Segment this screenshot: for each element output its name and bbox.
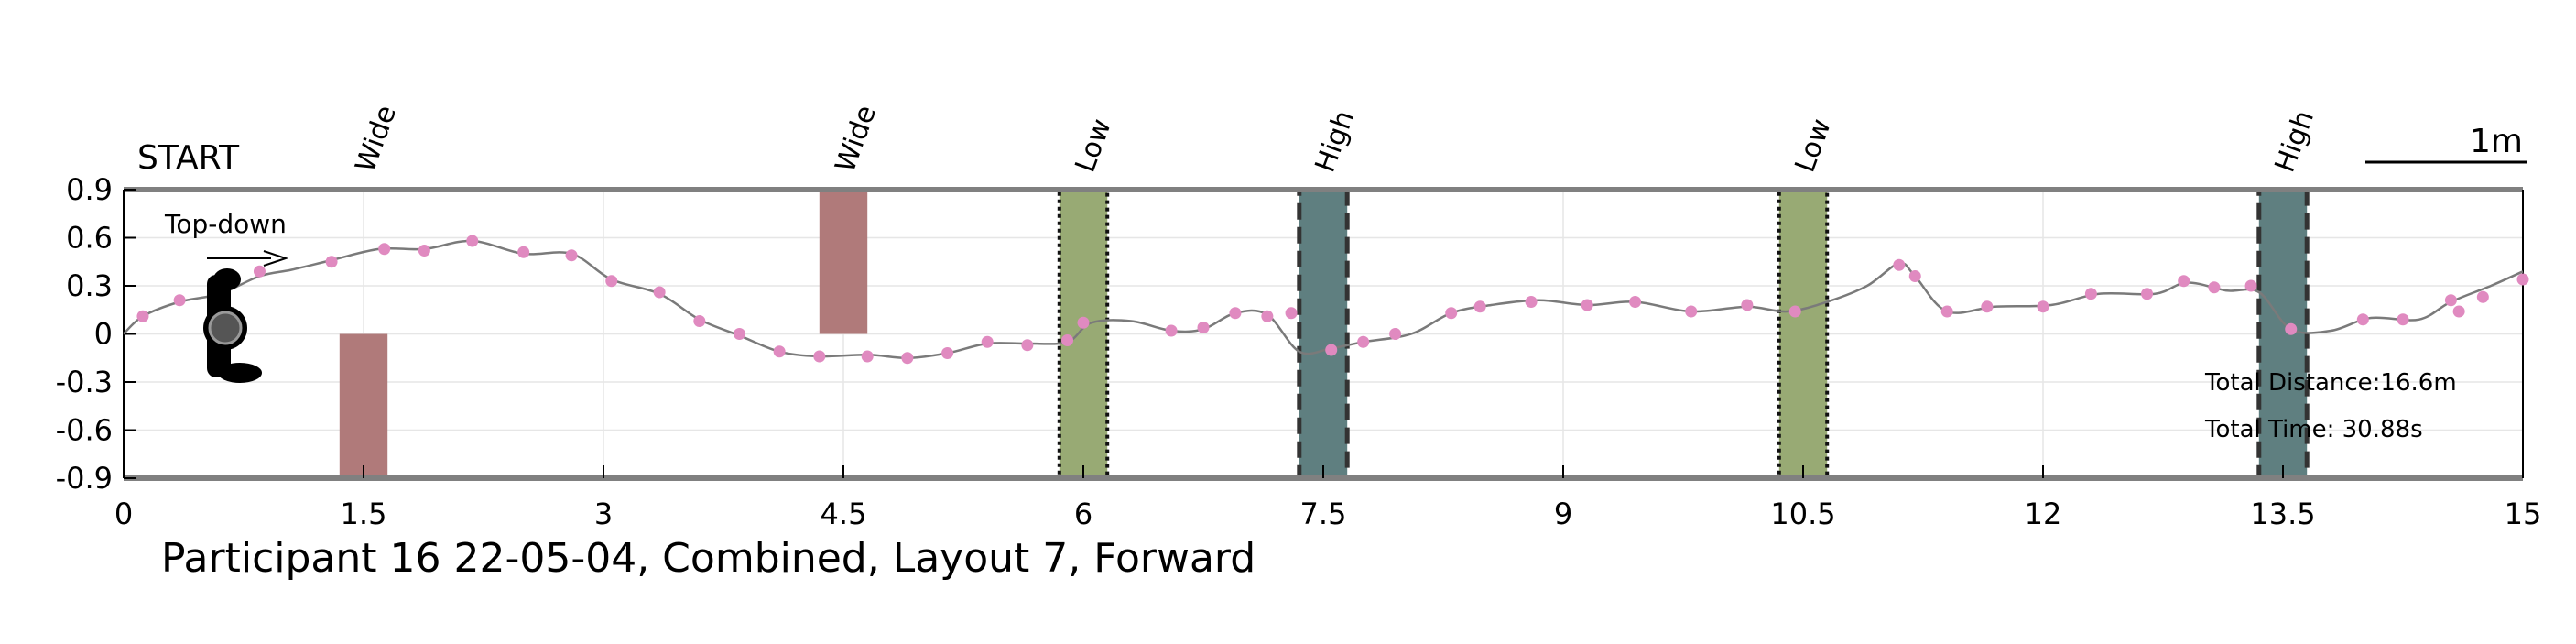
trajectory-marker bbox=[1357, 335, 1370, 348]
trajectory-marker bbox=[2244, 279, 2257, 292]
trajectory-marker bbox=[517, 246, 530, 258]
trajectory-marker bbox=[1685, 305, 1698, 318]
trajectory-marker bbox=[1021, 339, 1034, 352]
trajectory-marker bbox=[773, 345, 786, 358]
trajectory-marker bbox=[693, 315, 706, 327]
trajectory-marker bbox=[2356, 313, 2369, 326]
trajectory-marker bbox=[2516, 273, 2529, 286]
trajectory-marker bbox=[1473, 300, 1486, 313]
x-tick-label: 0 bbox=[114, 497, 133, 531]
trajectory-marker bbox=[1629, 296, 1642, 308]
trajectory-marker bbox=[1077, 316, 1090, 329]
trajectory-marker bbox=[253, 265, 266, 278]
x-tick-label: 10.5 bbox=[1770, 497, 1835, 531]
trajectory-marker bbox=[1325, 344, 1338, 356]
trajectory-marker bbox=[1893, 258, 1906, 271]
x-tick-label: 6 bbox=[1074, 497, 1092, 531]
trajectory-data bbox=[123, 235, 2529, 365]
x-tick-label: 4.5 bbox=[821, 497, 867, 531]
obstacle-label: Low bbox=[1070, 115, 1118, 176]
trajectory-marker bbox=[173, 294, 186, 307]
obstacle-label: High bbox=[1310, 106, 1361, 177]
trajectory-marker bbox=[1285, 307, 1298, 320]
trajectory-marker bbox=[2476, 290, 2489, 303]
walker-icon bbox=[203, 268, 262, 383]
trajectory-marker bbox=[1741, 299, 1754, 311]
trajectory-marker bbox=[2037, 300, 2049, 313]
trajectory-marker bbox=[565, 249, 578, 262]
obstacle-low-4 bbox=[1777, 188, 1830, 480]
trajectory-marker bbox=[2397, 313, 2409, 326]
trajectory-marker bbox=[2285, 322, 2298, 335]
obstacle-label: High bbox=[2269, 106, 2321, 177]
trajectory-marker bbox=[2452, 305, 2465, 318]
obstacle-low-2 bbox=[1057, 188, 1110, 480]
trajectory-marker bbox=[733, 328, 745, 340]
trajectory-marker bbox=[2141, 288, 2154, 300]
x-tick-label: 12 bbox=[2025, 497, 2062, 531]
trajectory-marker bbox=[861, 350, 874, 363]
total-distance-annotation: Total Distance:16.6m bbox=[2204, 369, 2457, 397]
trajectory-marker bbox=[813, 350, 826, 363]
scale-label: 1m bbox=[2470, 123, 2523, 160]
trajectory-marker bbox=[136, 310, 149, 322]
obstacle-label: Wide bbox=[830, 101, 883, 176]
trajectory-marker bbox=[466, 235, 479, 247]
view-label: Top-down bbox=[164, 209, 287, 239]
trajectory-marker bbox=[378, 243, 391, 256]
obstacle-label: Wide bbox=[350, 101, 403, 176]
trajectory-marker bbox=[418, 245, 430, 257]
obstacle-wide-1 bbox=[819, 190, 868, 334]
obstacles: Wide Wide Low High Low High bbox=[339, 101, 2321, 481]
trajectory-marker bbox=[1908, 270, 1921, 282]
trajectory-marker bbox=[1788, 305, 1801, 318]
x-tick-label: 3 bbox=[594, 497, 613, 531]
trajectory-marker bbox=[1229, 307, 1242, 320]
x-tick-label: 7.5 bbox=[1300, 497, 1347, 531]
trajectory-marker bbox=[1581, 299, 1593, 311]
trajectory-marker bbox=[2178, 275, 2190, 288]
trajectory-marker bbox=[1061, 334, 1074, 346]
trajectory-marker bbox=[1389, 328, 1402, 340]
x-tick-label: 13.5 bbox=[2250, 497, 2315, 531]
y-tick-label: -0.6 bbox=[56, 413, 113, 448]
trajectory-marker bbox=[1525, 296, 1538, 308]
y-tick-label: 0.9 bbox=[66, 172, 113, 207]
tick-labels: 0 1.5 3 4.5 6 7.5 9 10.5 12 13.5 15 0.9 0.6 0.3 0 -0.3 -… bbox=[56, 172, 2542, 531]
y-tick-label: 0.6 bbox=[66, 221, 113, 256]
trajectory-marker bbox=[2084, 288, 2097, 300]
trajectory-marker bbox=[653, 286, 666, 299]
obstacle-label: Low bbox=[1789, 115, 1838, 176]
trajectory-marker bbox=[1981, 300, 1994, 313]
trajectory-marker bbox=[1445, 307, 1458, 320]
trajectory-marker bbox=[1197, 322, 1210, 333]
trajectory-marker bbox=[1940, 305, 1953, 318]
y-tick-label: 0.3 bbox=[66, 268, 113, 303]
trajectory-marker bbox=[941, 347, 954, 359]
trajectory-marker bbox=[1261, 310, 1274, 322]
trajectory-marker bbox=[325, 256, 338, 268]
trajectory-marker bbox=[901, 352, 914, 365]
x-tick-label: 15 bbox=[2505, 497, 2542, 531]
start-label: START bbox=[137, 139, 240, 177]
x-tick-label: 1.5 bbox=[341, 497, 387, 531]
trajectory-marker bbox=[605, 275, 618, 288]
y-tick-label: 0 bbox=[94, 317, 113, 352]
total-time-annotation: Total Time: 30.88s bbox=[2204, 416, 2423, 443]
trajectory-marker bbox=[981, 335, 994, 348]
obstacle-wide-0 bbox=[339, 333, 388, 478]
y-tick-label: -0.3 bbox=[56, 365, 113, 399]
direction-arrow-icon bbox=[207, 250, 289, 267]
trajectory-marker bbox=[2444, 294, 2457, 307]
x-tick-label: 9 bbox=[1554, 497, 1572, 531]
trajectory-marker bbox=[1165, 324, 1178, 337]
chart-title: Participant 16 22-05-04, Combined, Layou… bbox=[161, 535, 1255, 582]
y-tick-label: -0.9 bbox=[56, 461, 113, 496]
trajectory-marker bbox=[2208, 281, 2221, 294]
obstacle-high-3 bbox=[1297, 187, 1350, 481]
